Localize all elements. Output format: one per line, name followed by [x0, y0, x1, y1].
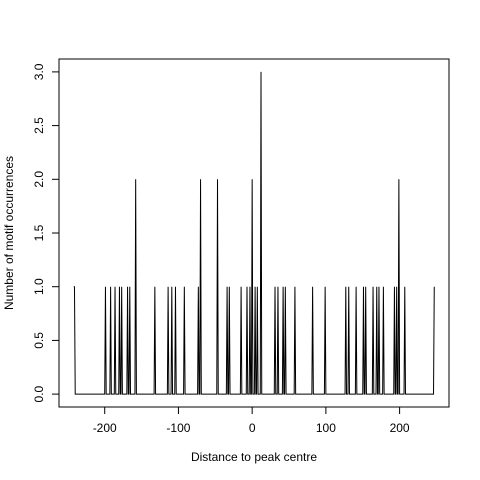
y-tick-label: 2.0: [32, 171, 46, 188]
y-tick-label: 2.5: [32, 117, 46, 134]
y-axis-title: Number of motif occurrences: [2, 156, 16, 310]
x-tick-label: 100: [316, 421, 336, 435]
data-line: [73, 71, 435, 395]
plot-box: [58, 58, 450, 408]
y-tick-label: 1.5: [32, 224, 46, 241]
y-tick-label: 0.5: [32, 332, 46, 349]
x-tick-label: -200: [93, 421, 117, 435]
x-tick-label: 0: [249, 421, 256, 435]
x-tick-label: -100: [166, 421, 190, 435]
y-tick-label: 1.0: [32, 278, 46, 295]
x-axis-title: Distance to peak centre: [191, 450, 317, 464]
x-tick-label: 200: [390, 421, 410, 435]
y-tick-label: 3.0: [32, 63, 46, 80]
y-tick-label: 0.0: [32, 385, 46, 402]
